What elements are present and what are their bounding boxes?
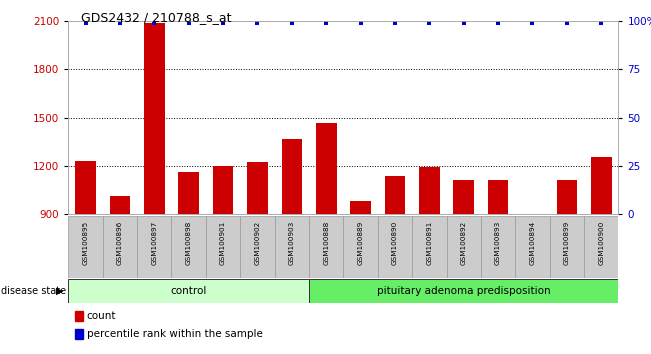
- Bar: [447, 216, 481, 278]
- Bar: [481, 216, 516, 278]
- Bar: [103, 216, 137, 278]
- Bar: [68, 279, 309, 303]
- Bar: [385, 176, 406, 214]
- Point: [149, 20, 159, 26]
- Bar: [488, 181, 508, 214]
- Bar: [76, 161, 96, 214]
- Text: GSM100889: GSM100889: [357, 221, 364, 265]
- Bar: [350, 201, 371, 214]
- Bar: [68, 216, 103, 278]
- Bar: [109, 196, 130, 214]
- Text: control: control: [171, 286, 207, 296]
- Point: [321, 20, 331, 26]
- Bar: [412, 216, 447, 278]
- Bar: [522, 214, 543, 216]
- Point: [218, 20, 229, 26]
- Bar: [378, 216, 412, 278]
- Bar: [557, 181, 577, 214]
- Bar: [144, 23, 165, 214]
- Bar: [171, 216, 206, 278]
- Bar: [309, 279, 618, 303]
- Point: [252, 20, 262, 26]
- Point: [184, 20, 194, 26]
- Bar: [344, 216, 378, 278]
- Text: GSM100896: GSM100896: [117, 221, 123, 265]
- Bar: [206, 216, 240, 278]
- Point: [596, 20, 607, 26]
- Point: [286, 20, 297, 26]
- Point: [80, 20, 90, 26]
- Text: GSM100890: GSM100890: [392, 221, 398, 265]
- Text: GSM100903: GSM100903: [289, 221, 295, 265]
- Text: GDS2432 / 210788_s_at: GDS2432 / 210788_s_at: [81, 11, 232, 24]
- Point: [562, 20, 572, 26]
- Point: [424, 20, 435, 26]
- Point: [493, 20, 503, 26]
- Text: count: count: [87, 311, 116, 321]
- Text: GSM100901: GSM100901: [220, 221, 226, 265]
- Text: GSM100899: GSM100899: [564, 221, 570, 265]
- Text: GSM100898: GSM100898: [186, 221, 191, 265]
- Text: GSM100893: GSM100893: [495, 221, 501, 265]
- Bar: [137, 216, 171, 278]
- Bar: [453, 181, 474, 214]
- Point: [355, 20, 366, 26]
- Text: GSM100888: GSM100888: [323, 221, 329, 265]
- Bar: [281, 139, 302, 214]
- Text: GSM100892: GSM100892: [461, 221, 467, 265]
- Text: GSM100895: GSM100895: [83, 221, 89, 265]
- Text: GSM100897: GSM100897: [151, 221, 158, 265]
- Bar: [591, 157, 611, 214]
- Text: GSM100891: GSM100891: [426, 221, 432, 265]
- Bar: [247, 162, 268, 214]
- Point: [115, 20, 125, 26]
- Text: GSM100894: GSM100894: [529, 221, 536, 265]
- Text: GSM100900: GSM100900: [598, 221, 604, 265]
- Bar: [309, 216, 344, 278]
- Point: [527, 20, 538, 26]
- Bar: [178, 172, 199, 214]
- Bar: [275, 216, 309, 278]
- Bar: [213, 166, 233, 214]
- Bar: [549, 216, 584, 278]
- Text: percentile rank within the sample: percentile rank within the sample: [87, 329, 262, 339]
- Text: ▶: ▶: [56, 286, 64, 296]
- Text: disease state: disease state: [1, 286, 66, 296]
- Text: GSM100902: GSM100902: [255, 221, 260, 265]
- Point: [390, 20, 400, 26]
- Bar: [584, 216, 618, 278]
- Text: pituitary adenoma predisposition: pituitary adenoma predisposition: [377, 286, 551, 296]
- Bar: [419, 167, 439, 214]
- Point: [458, 20, 469, 26]
- Bar: [240, 216, 275, 278]
- Bar: [316, 122, 337, 214]
- Bar: [516, 216, 549, 278]
